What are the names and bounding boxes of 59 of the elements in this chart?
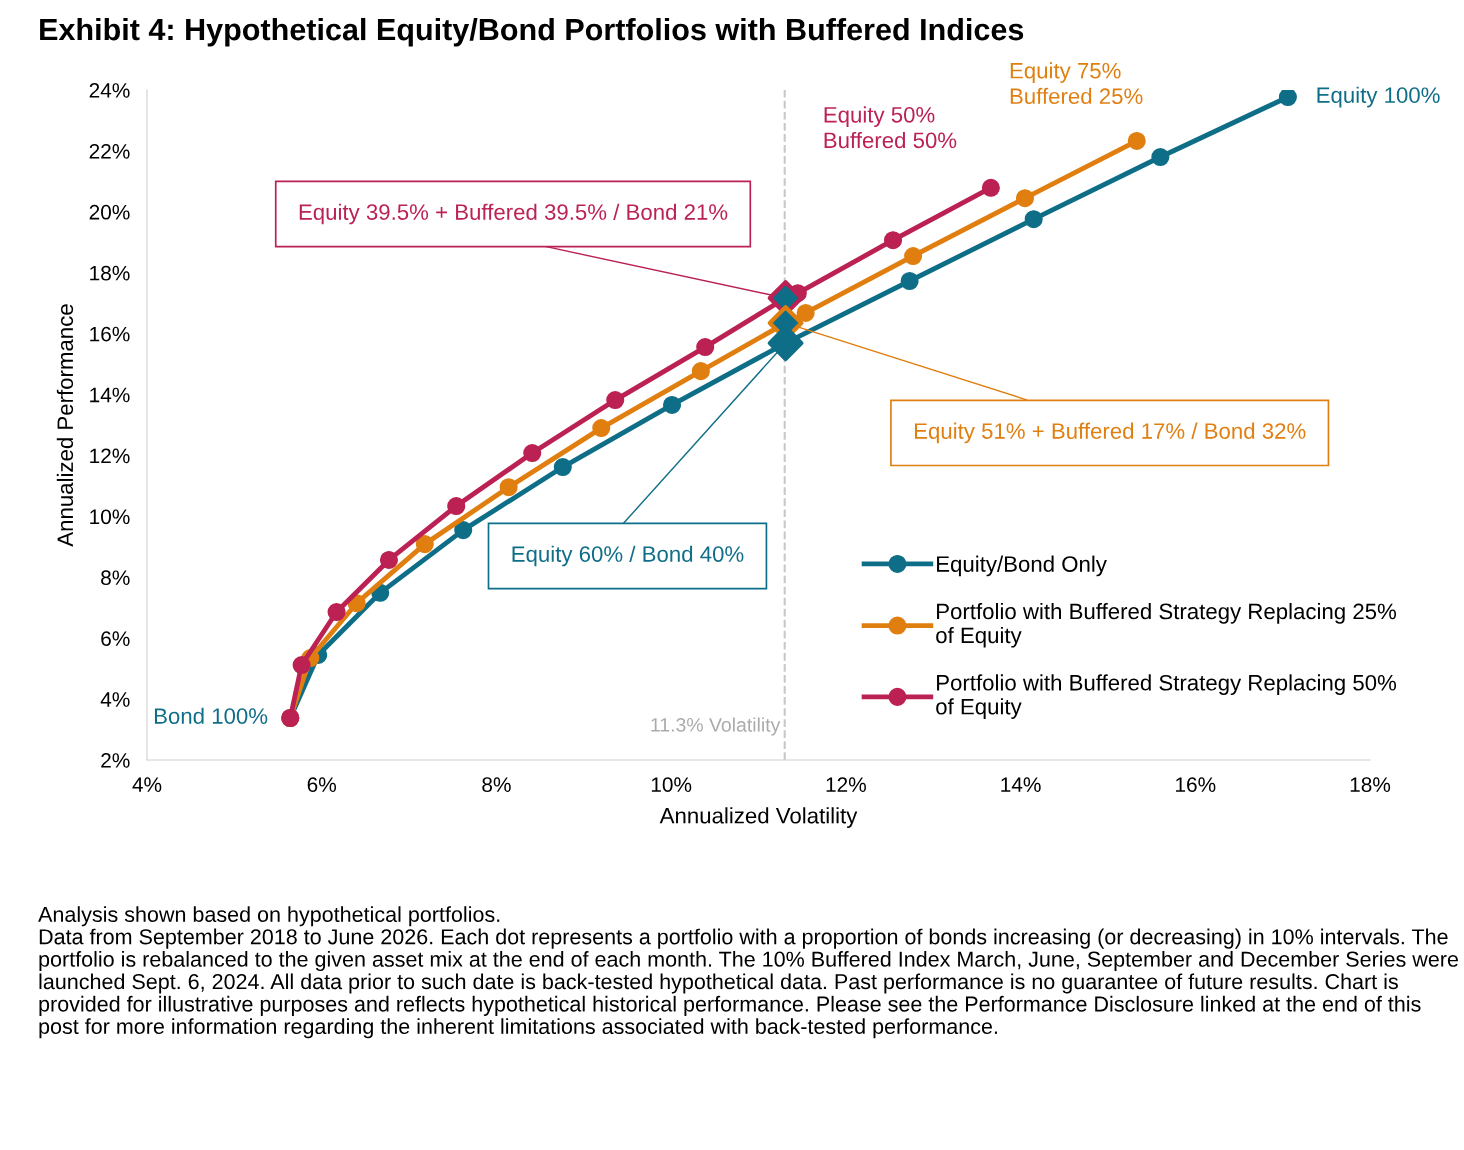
y-tick-label: 6%: [101, 631, 130, 646]
point: [499, 478, 518, 497]
annotation: Equity 39.5% + Buffered 39.5% / Bond 21%: [299, 203, 728, 225]
point: [1015, 189, 1034, 208]
annotation: Equity 50% Buffered 50%: [824, 106, 957, 149]
annotation: Equity 100%: [1317, 86, 1440, 108]
y-tick-label: 24%: [89, 83, 130, 98]
point: [592, 419, 611, 438]
point: [884, 231, 903, 250]
chart-title: Exhibit 4: Hypothetical Equity/Bond Portfolios with Buffered Indices: [40, 17, 1024, 47]
x-tick-label: 18%: [1350, 777, 1391, 792]
point: [415, 535, 434, 554]
annotation: Bond 100%: [154, 707, 268, 724]
y-tick-label: 2%: [101, 753, 130, 768]
x-tick-label: 12%: [826, 777, 866, 792]
y-tick-label: 12%: [90, 448, 130, 464]
text: Analysis shown based on hypothetical portfolios. Data from September 2018 to June 2026. Each dot represents a portfolio with a proportion of bonds increasing (or decreasing) in 10% intervals. The portfolio is rebalanced to the given asset mix at the end of each month. The 10% Buffered Index March, June, September and December Series were launched Sept. 6, 2024. All data prior to such date is back-tested hypothetical data. Past performance is no guarantee of future results. Chart is provided for illustrative purposes and reflects hypothetical historical performance. Please see the Performance Disclosure linked at the end of this post for more information regarding the inherent limitations associated with back-tested performance.: [38, 906, 1458, 1039]
point: [1278, 90, 1297, 107]
point: [523, 444, 542, 463]
annotation: Equity 75% Buffered 25%: [1010, 62, 1143, 105]
point: [691, 362, 710, 381]
y-tick-label: 8%: [101, 570, 130, 586]
point: [904, 246, 923, 266]
point: [981, 178, 1000, 197]
point: [553, 458, 572, 477]
point: [696, 338, 715, 357]
ref-line-label: 11.3% Volatility: [651, 717, 781, 736]
y-tick-label: 14%: [90, 387, 130, 403]
x-tick-label: 10%: [651, 777, 692, 792]
x-tick-label: 6%: [307, 777, 337, 792]
y-tick-label: 16%: [90, 326, 130, 342]
point: [662, 395, 682, 414]
legend-label: Equity/Bond Only: [937, 555, 1107, 577]
y-tick-label: 22%: [89, 143, 130, 159]
y-axis-title: Annualized Performance: [56, 304, 74, 547]
point: [1024, 210, 1043, 229]
x-tick-label: 14%: [1001, 777, 1041, 792]
point: [454, 521, 473, 540]
y-tick-label: 10%: [90, 509, 130, 525]
point: [327, 602, 346, 622]
x-tick-label: 4%: [132, 777, 162, 792]
annotation: Equity 60% / Bond 40%: [512, 545, 744, 567]
point: [796, 303, 815, 322]
y-tick-label: 20%: [89, 204, 130, 220]
x-tick-label: 16%: [1176, 777, 1216, 792]
legend-label: Portfolio with Buffered Strategy Replacing 25% of Equity: [936, 602, 1397, 648]
x-axis-title: Annualized Volatility: [659, 807, 858, 828]
point: [606, 391, 625, 410]
y-tick-label: 4%: [100, 692, 130, 707]
point: [900, 271, 919, 291]
point: [292, 655, 311, 675]
point: [1127, 131, 1146, 150]
y-tick-label: 18%: [90, 265, 130, 281]
point: [1151, 148, 1170, 167]
point: [447, 497, 466, 516]
legend-label: Portfolio with Buffered Strategy Replacing 50% of Equity: [936, 674, 1397, 719]
x-tick-label: 8%: [482, 777, 511, 792]
annotation: Equity 51% + Buffered 17% / Bond 32%: [914, 422, 1306, 444]
point: [379, 550, 398, 569]
